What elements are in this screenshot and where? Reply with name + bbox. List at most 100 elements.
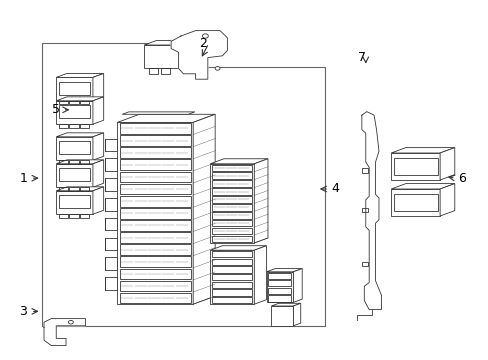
- Bar: [212, 251, 252, 257]
- Polygon shape: [93, 97, 103, 124]
- Bar: [212, 258, 252, 265]
- Bar: [212, 236, 252, 242]
- Polygon shape: [254, 159, 267, 243]
- Bar: [120, 269, 190, 279]
- Polygon shape: [361, 112, 381, 310]
- Bar: [212, 228, 252, 234]
- Polygon shape: [56, 137, 93, 160]
- Bar: [59, 101, 68, 104]
- Bar: [80, 101, 89, 104]
- Bar: [80, 214, 89, 218]
- Bar: [120, 220, 190, 231]
- Bar: [59, 214, 68, 218]
- Polygon shape: [56, 187, 103, 191]
- Bar: [120, 147, 190, 158]
- Bar: [212, 266, 252, 273]
- Bar: [268, 296, 291, 302]
- Bar: [212, 204, 252, 211]
- Polygon shape: [210, 159, 267, 164]
- Bar: [268, 288, 291, 294]
- Polygon shape: [210, 246, 266, 250]
- Bar: [120, 256, 190, 267]
- Text: 5: 5: [52, 103, 60, 116]
- Bar: [59, 141, 90, 154]
- Bar: [59, 82, 90, 95]
- Bar: [268, 273, 291, 279]
- Polygon shape: [56, 160, 103, 164]
- Bar: [69, 124, 79, 128]
- Polygon shape: [105, 198, 117, 211]
- Polygon shape: [117, 114, 215, 122]
- Bar: [212, 196, 252, 203]
- Bar: [69, 160, 79, 164]
- Bar: [120, 293, 190, 303]
- Bar: [59, 105, 90, 118]
- Bar: [80, 160, 89, 164]
- Bar: [69, 187, 79, 191]
- Text: 4: 4: [330, 183, 338, 195]
- Polygon shape: [178, 40, 190, 68]
- Polygon shape: [56, 133, 103, 137]
- Bar: [212, 188, 252, 195]
- Bar: [212, 282, 252, 288]
- Polygon shape: [56, 101, 93, 124]
- Bar: [212, 274, 252, 280]
- Bar: [120, 159, 190, 170]
- Text: 7: 7: [357, 51, 365, 64]
- Polygon shape: [390, 153, 439, 180]
- Bar: [120, 244, 190, 255]
- Circle shape: [215, 67, 220, 70]
- Polygon shape: [439, 148, 454, 180]
- Polygon shape: [105, 238, 117, 250]
- Polygon shape: [293, 303, 300, 326]
- Polygon shape: [56, 73, 103, 77]
- Polygon shape: [93, 133, 103, 160]
- Polygon shape: [44, 319, 85, 346]
- Bar: [393, 158, 437, 175]
- Polygon shape: [266, 269, 302, 272]
- Polygon shape: [105, 178, 117, 191]
- Bar: [69, 214, 79, 218]
- Bar: [120, 232, 190, 243]
- Bar: [80, 124, 89, 128]
- Bar: [59, 195, 90, 208]
- Bar: [80, 187, 89, 191]
- Polygon shape: [93, 187, 103, 214]
- Text: 1: 1: [20, 172, 27, 185]
- Polygon shape: [439, 184, 454, 216]
- Text: 2: 2: [199, 37, 206, 50]
- Polygon shape: [390, 184, 454, 189]
- Polygon shape: [271, 303, 300, 306]
- Polygon shape: [171, 31, 227, 79]
- Polygon shape: [105, 218, 117, 230]
- Polygon shape: [193, 114, 215, 304]
- Polygon shape: [105, 139, 117, 151]
- Polygon shape: [105, 277, 117, 290]
- Bar: [69, 101, 79, 104]
- Polygon shape: [293, 269, 302, 302]
- Bar: [149, 68, 158, 74]
- Polygon shape: [105, 158, 117, 171]
- Bar: [393, 194, 437, 211]
- Bar: [120, 135, 190, 146]
- Bar: [212, 212, 252, 219]
- Bar: [59, 187, 68, 191]
- Bar: [212, 297, 252, 303]
- Bar: [59, 124, 68, 128]
- Bar: [59, 160, 68, 164]
- Polygon shape: [56, 191, 93, 214]
- Bar: [361, 168, 367, 173]
- Bar: [210, 250, 254, 304]
- Polygon shape: [56, 77, 93, 101]
- Polygon shape: [144, 40, 190, 45]
- Bar: [212, 172, 252, 179]
- Bar: [120, 281, 190, 291]
- Polygon shape: [105, 257, 117, 270]
- Polygon shape: [122, 112, 194, 114]
- Polygon shape: [254, 246, 266, 304]
- Bar: [212, 180, 252, 187]
- Bar: [361, 208, 367, 212]
- Bar: [120, 184, 190, 194]
- Bar: [212, 165, 252, 171]
- Bar: [120, 196, 190, 207]
